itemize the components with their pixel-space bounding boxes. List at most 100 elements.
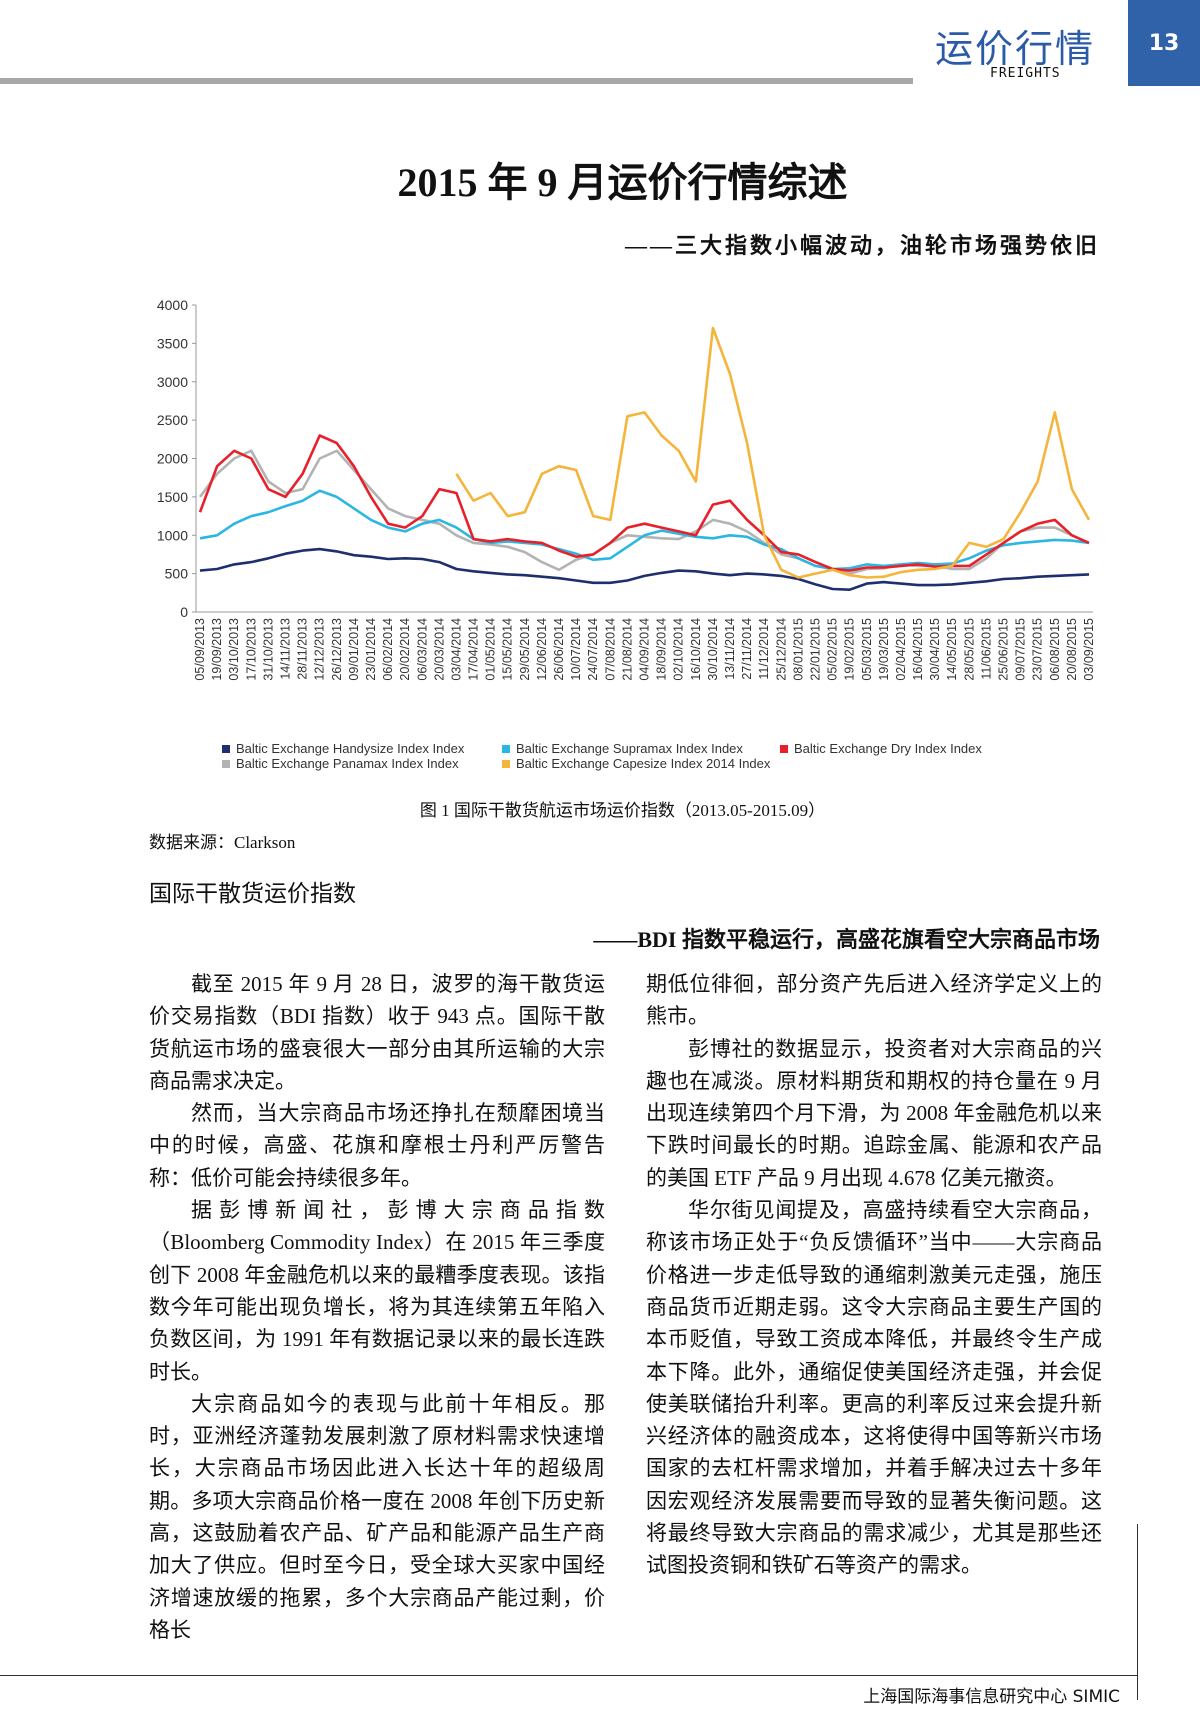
legend-swatch — [502, 745, 510, 753]
x-tick-label: 19/02/2015 — [843, 618, 857, 681]
x-tick-label: 20/03/2014 — [432, 618, 446, 681]
x-tick-label: 11/06/2015 — [979, 618, 993, 680]
x-tick-label: 06/02/2014 — [381, 618, 395, 681]
y-tick-label: 2500 — [157, 412, 188, 428]
x-tick-label: 01/05/2014 — [484, 618, 498, 681]
x-tick-label: 05/02/2015 — [826, 618, 840, 681]
page-number: 13 — [1128, 0, 1200, 86]
x-tick-label: 02/04/2015 — [894, 618, 908, 681]
x-tick-label: 16/04/2015 — [911, 618, 925, 681]
x-tick-label: 12/12/2013 — [313, 618, 327, 681]
x-tick-label: 28/05/2015 — [962, 618, 976, 681]
y-tick-label: 3500 — [157, 335, 188, 351]
x-tick-label: 25/12/2014 — [774, 618, 788, 681]
x-tick-label: 03/04/2014 — [449, 618, 463, 681]
x-tick-label: 26/06/2014 — [552, 618, 566, 681]
legend-swatch — [222, 745, 230, 753]
x-tick-label: 07/08/2014 — [603, 618, 617, 681]
legend-label: Baltic Exchange Supramax Index Index — [516, 741, 743, 756]
title: 2015 年 9 月运价行情综述 — [397, 160, 848, 205]
section-heading: 国际干散货运价指数 — [149, 881, 356, 907]
x-tick-label: 14/05/2015 — [945, 618, 959, 681]
paragraph: 华尔街见闻提及，高盛持续看空大宗商品，称该市场正处于“负反馈循环”当中——大宗商… — [646, 1198, 1102, 1578]
x-tick-label: 06/08/2015 — [1048, 618, 1062, 681]
y-tick-label: 1000 — [157, 527, 188, 543]
x-tick-label: 05/03/2015 — [860, 618, 874, 681]
x-tick-label: 23/01/2014 — [364, 618, 378, 681]
x-tick-label: 24/07/2014 — [586, 618, 600, 681]
series-line — [198, 449, 1090, 575]
series-line — [198, 434, 1090, 572]
x-tick-label: 10/07/2014 — [569, 618, 583, 681]
header-section: 运价行情 — [935, 27, 1096, 71]
x-tick-label: 31/10/2013 — [261, 618, 275, 681]
y-tick-label: 4000 — [157, 297, 188, 313]
x-tick-label: 19/03/2015 — [877, 618, 891, 681]
x-tick-label: 30/04/2015 — [928, 618, 942, 681]
x-tick-label: 17/10/2013 — [244, 618, 258, 681]
section-subheading: ——BDI 指数平稳运行，高盛花旗看空大宗商品市场 — [593, 927, 1100, 952]
footer: 上海国际海事信息研究中心 SIMIC — [863, 1687, 1120, 1707]
x-tick-label: 25/06/2015 — [997, 618, 1011, 681]
series-line — [199, 547, 1090, 591]
x-tick-label: 26/12/2013 — [330, 618, 344, 681]
x-tick-label: 17/04/2014 — [467, 618, 481, 681]
x-tick-label: 29/05/2014 — [518, 618, 532, 681]
rule — [1137, 1524, 1138, 1700]
y-tick-label: 2000 — [157, 451, 188, 467]
paragraph: 截至 2015 年 9 月 28 日，波罗的海干散货运价交易指数（BDI 指数）… — [149, 972, 605, 1093]
x-tick-label: 21/08/2014 — [620, 618, 634, 681]
series-line — [455, 326, 1091, 579]
y-tick-label: 3000 — [157, 374, 188, 390]
y-tick-label: 500 — [165, 566, 189, 582]
legend-swatch — [502, 760, 510, 768]
x-tick-label: 27/11/2014 — [740, 618, 754, 680]
paragraph: 期低位徘徊，部分资产先后进入经济学定义上的熊市。 — [646, 972, 1102, 1029]
data-source: 数据来源：Clarkson — [149, 833, 296, 852]
x-tick-label: 28/11/2013 — [296, 618, 310, 680]
x-tick-label: 23/07/2015 — [1031, 618, 1045, 681]
footer-rule — [0, 1675, 1138, 1676]
x-tick-label: 03/09/2015 — [1082, 618, 1096, 681]
header-section-en: FREIGHTS — [990, 66, 1061, 81]
x-tick-label: 20/08/2015 — [1065, 618, 1079, 681]
legend-label: Baltic Exchange Dry Index Index — [794, 741, 982, 756]
x-tick-label: 15/05/2014 — [501, 618, 515, 681]
figure-caption: 图 1 国际干散货航运市场运价指数（2013.05-2015.09） — [419, 801, 826, 820]
legend-swatch — [780, 745, 788, 753]
paragraph: 彭博社的数据显示，投资者对大宗商品的兴趣也在减淡。原材料期货和期权的持仓量在 9… — [646, 1036, 1102, 1190]
text-column: 截至 2015 年 9 月 28 日，波罗的海干散货运价交易指数（BDI 指数）… — [149, 968, 605, 1646]
legend-label: Baltic Exchange Handysize Index Index — [236, 741, 465, 756]
legend-label: Baltic Exchange Panamax Index Index — [236, 756, 459, 771]
x-tick-label: 13/11/2014 — [723, 618, 737, 680]
x-tick-label: 09/01/2014 — [347, 618, 361, 681]
header-rule — [0, 78, 913, 84]
paragraph: 大宗商品如今的表现与此前十年相反。那时，亚洲经济蓬勃发展刺激了原材料需求快速增长… — [149, 1391, 605, 1642]
x-tick-label: 12/06/2014 — [535, 618, 549, 681]
x-tick-label: 18/09/2014 — [655, 618, 669, 681]
legend-swatch — [222, 760, 230, 768]
x-tick-label: 08/01/2015 — [791, 618, 805, 681]
y-tick-label: 1500 — [157, 489, 188, 505]
x-tick-label: 09/07/2015 — [1014, 618, 1028, 681]
legend-label: Baltic Exchange Capesize Index 2014 Inde… — [516, 756, 771, 771]
x-tick-label: 19/09/2013 — [210, 618, 224, 681]
chart: 0 500 1000 1500 2000 2500 3000 3500 4000 05/09/20… — [157, 297, 1096, 771]
x-tick-label: 06/03/2014 — [415, 618, 429, 681]
subtitle: ——三大指数小幅波动，油轮市场强势依旧 — [624, 233, 1100, 258]
text-column: 期低位徘徊，部分资产先后进入经济学定义上的熊市。彭博社的数据显示，投资者对大宗商… — [646, 968, 1102, 1582]
x-tick-label: 20/02/2014 — [398, 618, 412, 681]
x-tick-label: 05/09/2013 — [193, 618, 207, 681]
x-tick-label: 03/10/2013 — [227, 618, 241, 681]
paragraph: 然而，当大宗商品市场还挣扎在颓靡困境当中的时候，高盛、花旗和摩根士丹利严厉警告称… — [149, 1101, 605, 1190]
x-tick-label: 30/10/2014 — [706, 618, 720, 681]
x-tick-label: 11/12/2014 — [757, 618, 771, 680]
x-tick-label: 02/10/2014 — [672, 618, 686, 681]
x-tick-label: 16/10/2014 — [689, 618, 703, 681]
y-tick-label: 0 — [180, 604, 188, 620]
x-tick-label: 14/11/2013 — [278, 618, 292, 680]
paragraph: 据彭博新闻社，彭博大宗商品指数（Bloomberg Commodity Inde… — [149, 1198, 605, 1384]
x-tick-label: 04/09/2014 — [638, 618, 652, 681]
x-tick-label: 22/01/2015 — [808, 618, 822, 681]
